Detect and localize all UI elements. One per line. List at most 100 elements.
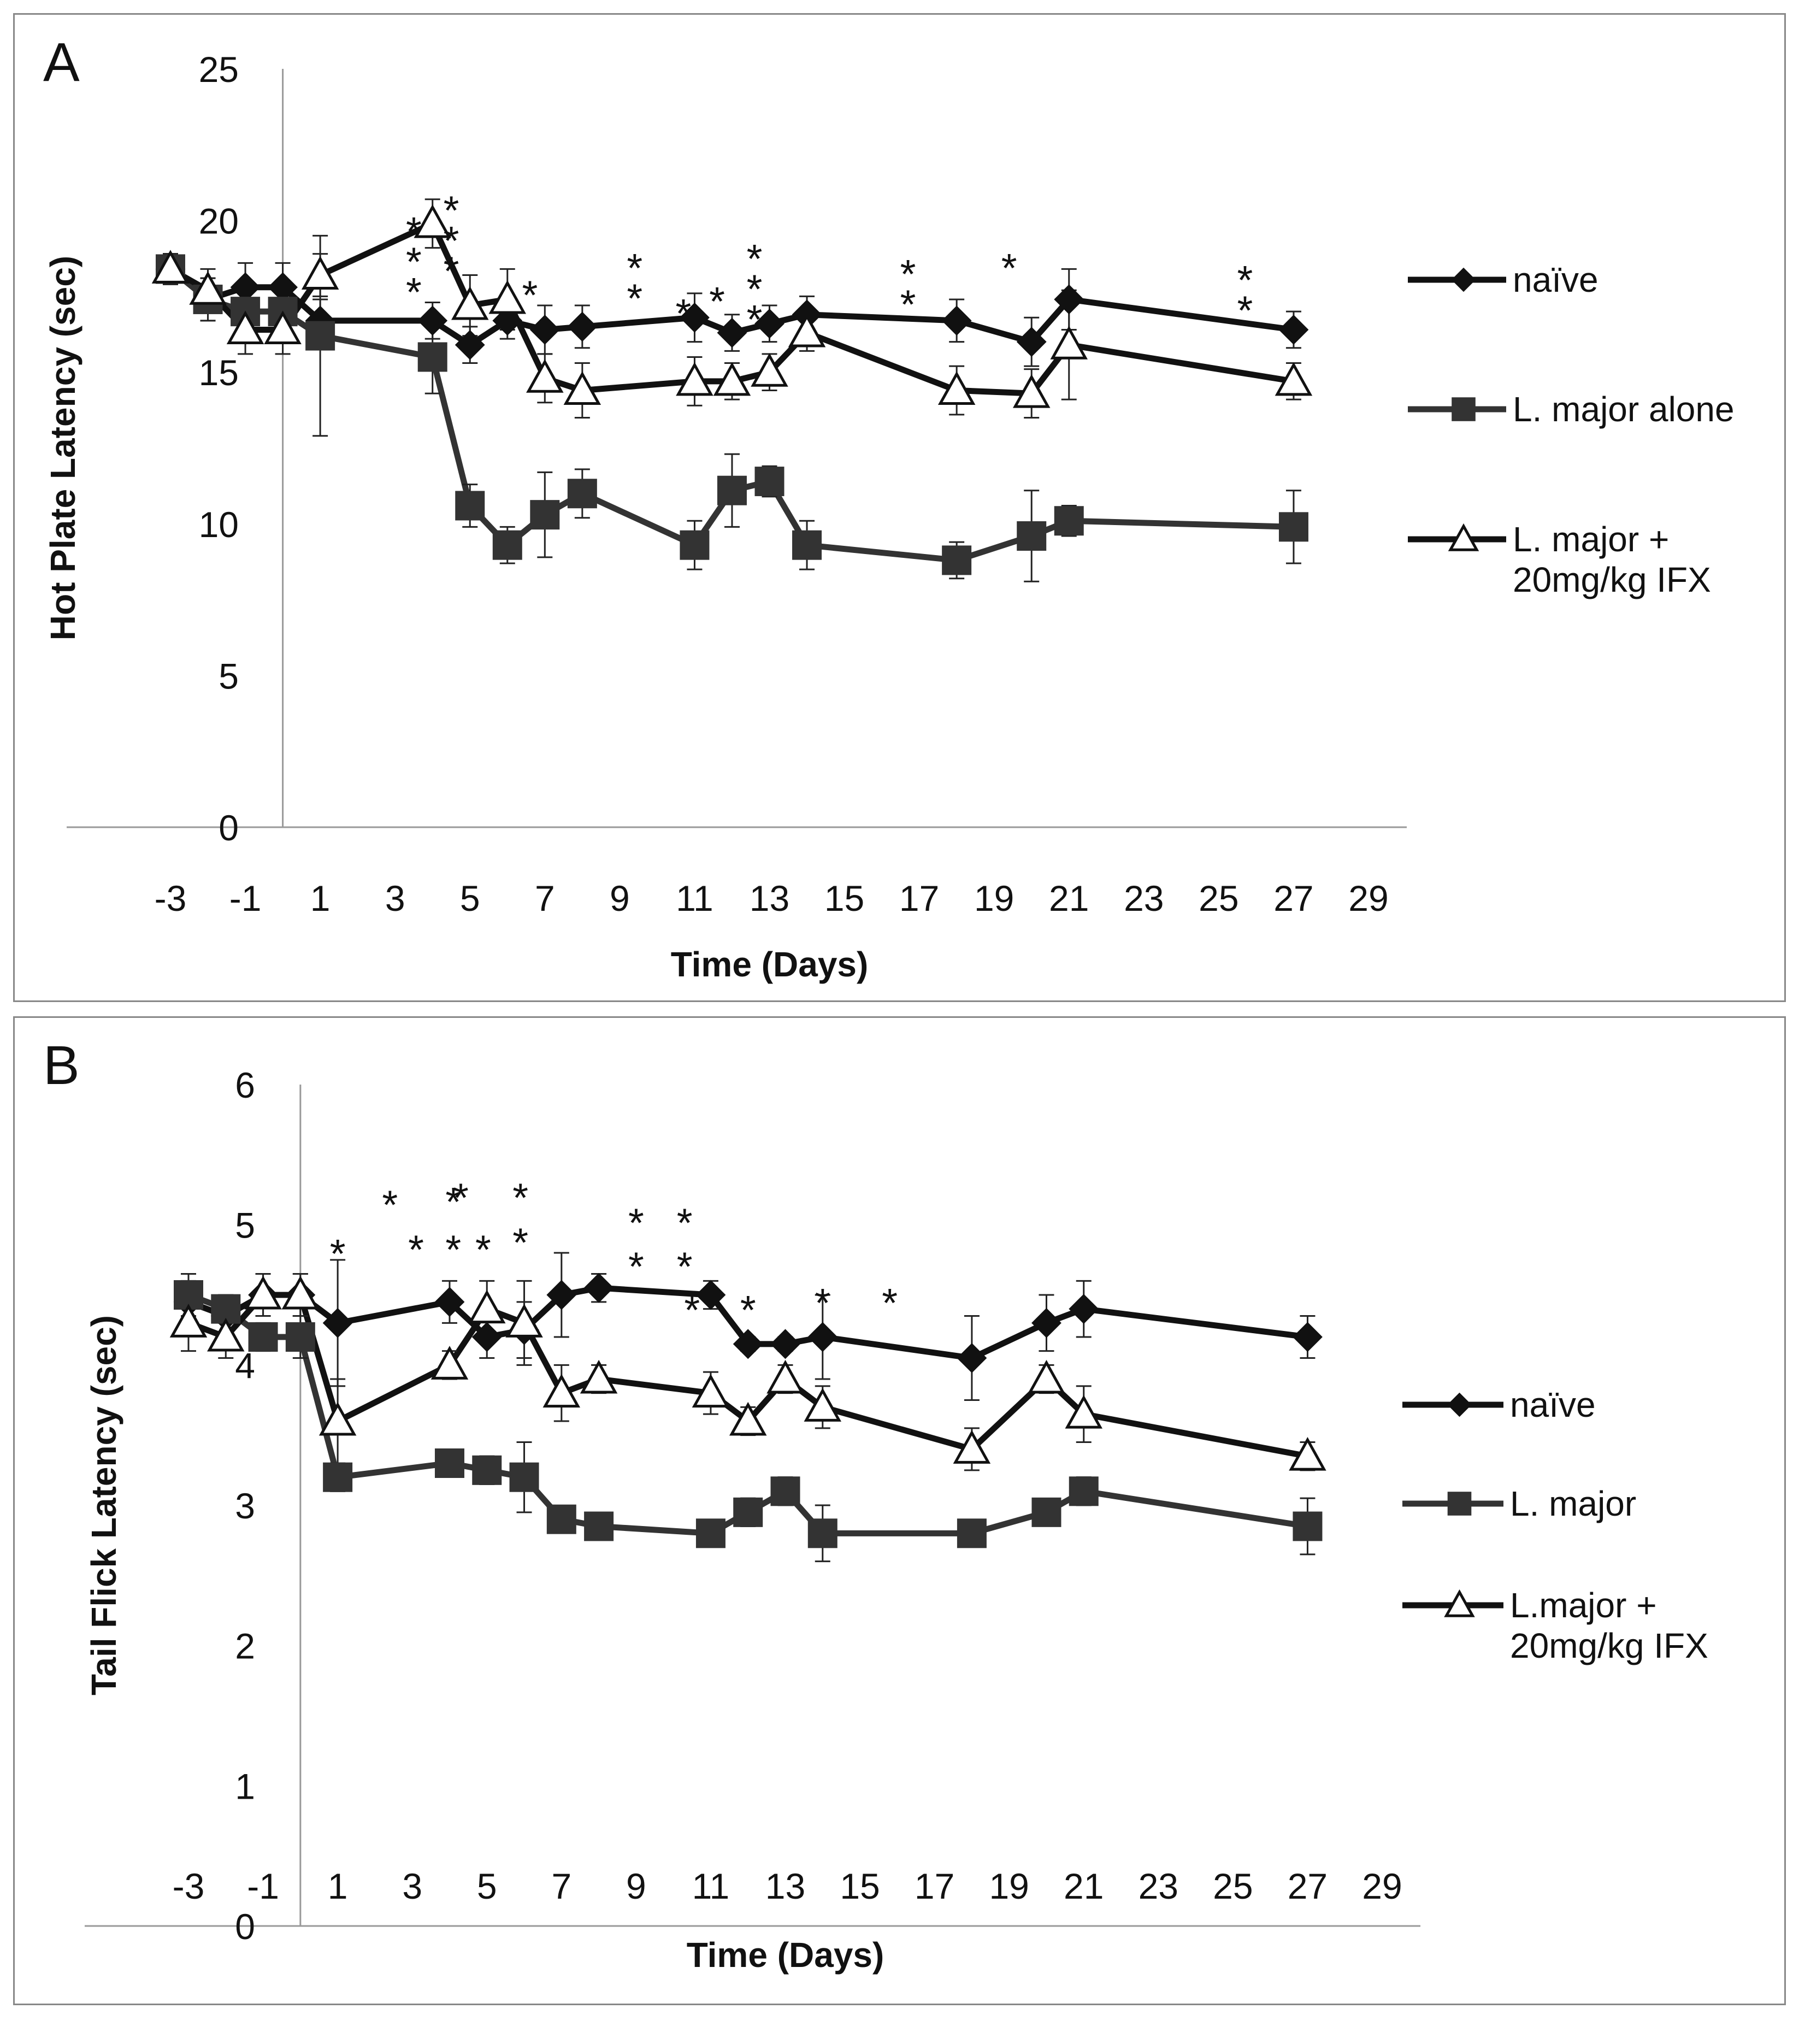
data-point-square xyxy=(434,1448,464,1478)
y-tick-label: 1 xyxy=(235,1766,255,1806)
data-point-square xyxy=(1069,1476,1099,1506)
legend-label: naïve xyxy=(1513,260,1599,299)
x-tick-label: 21 xyxy=(1064,1866,1104,1906)
x-tick-label: -1 xyxy=(247,1866,279,1906)
data-point-diamond xyxy=(546,1280,577,1310)
data-point-triangle xyxy=(766,1359,804,1394)
data-point-square xyxy=(942,545,972,575)
data-point-square xyxy=(492,530,522,560)
data-point-diamond xyxy=(807,1322,838,1352)
data-point-triangle xyxy=(318,1401,357,1436)
x-tick-label: 23 xyxy=(1139,1866,1178,1906)
legend-label: L. major xyxy=(1510,1484,1636,1523)
data-point-diamond xyxy=(434,1287,465,1317)
data-point-square xyxy=(695,1518,726,1548)
x-tick-label: 1 xyxy=(328,1866,348,1906)
significance-star: * xyxy=(444,248,459,293)
x-tick-label: 3 xyxy=(402,1866,422,1906)
x-tick-label: 9 xyxy=(610,878,630,918)
y-tick-label: 15 xyxy=(199,352,239,393)
panel-label: B xyxy=(43,1035,80,1096)
significance-star: * xyxy=(444,187,459,233)
data-point-triangle xyxy=(301,256,339,290)
data-point-square xyxy=(285,1322,315,1352)
x-axis-title: Time (Days) xyxy=(687,1935,884,1975)
data-point-diamond xyxy=(717,317,747,348)
data-point-diamond xyxy=(1016,327,1047,357)
data-point-triangle xyxy=(169,1304,208,1338)
panel-b: B 0 1 2 3 4 5 6 -3 -1 1 3 5 7 9 11 13 15 17 19 21 23 25 27 29 Ti… xyxy=(13,1016,1786,2005)
data-point-square xyxy=(530,500,560,530)
significance-star: * xyxy=(882,1280,898,1326)
data-point-square xyxy=(717,475,747,505)
significance-star: * xyxy=(747,236,763,281)
data-point-triangle xyxy=(1275,362,1313,396)
data-point-diamond xyxy=(567,311,598,342)
data-point-square xyxy=(957,1518,987,1548)
legend-marker-square xyxy=(1452,397,1476,421)
data-point-triangle xyxy=(430,1346,469,1380)
x-tick-label: -1 xyxy=(229,878,262,918)
data-point-square xyxy=(472,1455,502,1485)
x-tick-label: 7 xyxy=(551,1866,571,1906)
data-point-square xyxy=(792,530,822,560)
significance-star: * xyxy=(330,1231,346,1276)
panel-a: A 0 5 10 15 20 25 -3 -1 1 3 5 7 9 11 13 15 17 19 21 23 25 27 2… xyxy=(13,13,1786,1002)
data-point-diamond xyxy=(957,1343,987,1373)
y-tick-label: 2 xyxy=(235,1626,255,1666)
significance-star: * xyxy=(677,1200,693,1246)
data-point-square xyxy=(305,321,335,351)
significance-star: * xyxy=(627,245,642,291)
data-point-triangle xyxy=(468,1289,506,1324)
data-point-triangle xyxy=(692,1374,730,1408)
data-point-square xyxy=(546,1504,576,1534)
x-tick-label: 23 xyxy=(1124,878,1164,918)
significance-star: * xyxy=(406,209,422,254)
x-tick-label: 13 xyxy=(750,878,789,918)
significance-star: * xyxy=(406,239,422,285)
data-point-triangle xyxy=(451,286,489,320)
significance-star: * xyxy=(453,1175,469,1221)
significance-star: * xyxy=(408,1227,424,1272)
data-point-triangle xyxy=(151,250,190,284)
legend-label: naïve xyxy=(1510,1385,1596,1424)
significance-star: * xyxy=(475,1227,491,1272)
x-tick-label: 25 xyxy=(1213,1866,1253,1906)
data-point-triangle xyxy=(1289,1437,1326,1471)
data-point-triangle xyxy=(281,1275,320,1310)
significance-star: * xyxy=(900,251,916,297)
data-point-square xyxy=(1278,512,1308,542)
legend-label: 20mg/kg IFX xyxy=(1510,1626,1708,1665)
significance-star: * xyxy=(628,1200,644,1246)
data-point-square xyxy=(1031,1497,1061,1527)
legend-marker-triangle xyxy=(1444,1589,1475,1617)
data-point-diamond xyxy=(695,1280,726,1310)
data-point-triangle xyxy=(953,1430,991,1464)
data-point-triangle xyxy=(414,204,451,238)
data-point-square xyxy=(680,530,710,560)
significance-star: * xyxy=(1001,245,1017,291)
significance-star: * xyxy=(815,1280,830,1326)
significance-star: * xyxy=(1237,288,1253,333)
data-point-triangle xyxy=(563,371,601,405)
data-point-diamond xyxy=(733,1329,763,1359)
significance-star: * xyxy=(512,1220,528,1265)
data-point-triangle xyxy=(937,371,976,405)
y-axis-title: Hot Plate Latency (sec) xyxy=(43,256,82,640)
significance-star: * xyxy=(445,1227,461,1272)
data-point-square xyxy=(1054,506,1084,536)
significance-star: * xyxy=(747,297,763,342)
x-tick-label: 17 xyxy=(899,878,939,918)
x-tick-label: 5 xyxy=(460,878,480,918)
significance-star: * xyxy=(445,1179,461,1224)
data-point-square xyxy=(509,1462,539,1492)
data-point-diamond xyxy=(770,1329,800,1359)
x-axis-title: Time (Days) xyxy=(671,945,869,984)
x-tick-label: 29 xyxy=(1362,1866,1402,1906)
data-point-diamond xyxy=(417,305,448,336)
legend-label: L. major + xyxy=(1513,520,1669,559)
y-tick-label: 10 xyxy=(199,504,239,545)
legend-marker-triangle xyxy=(1448,523,1479,551)
x-tick-label: 3 xyxy=(385,878,405,918)
data-point-square xyxy=(455,491,485,521)
